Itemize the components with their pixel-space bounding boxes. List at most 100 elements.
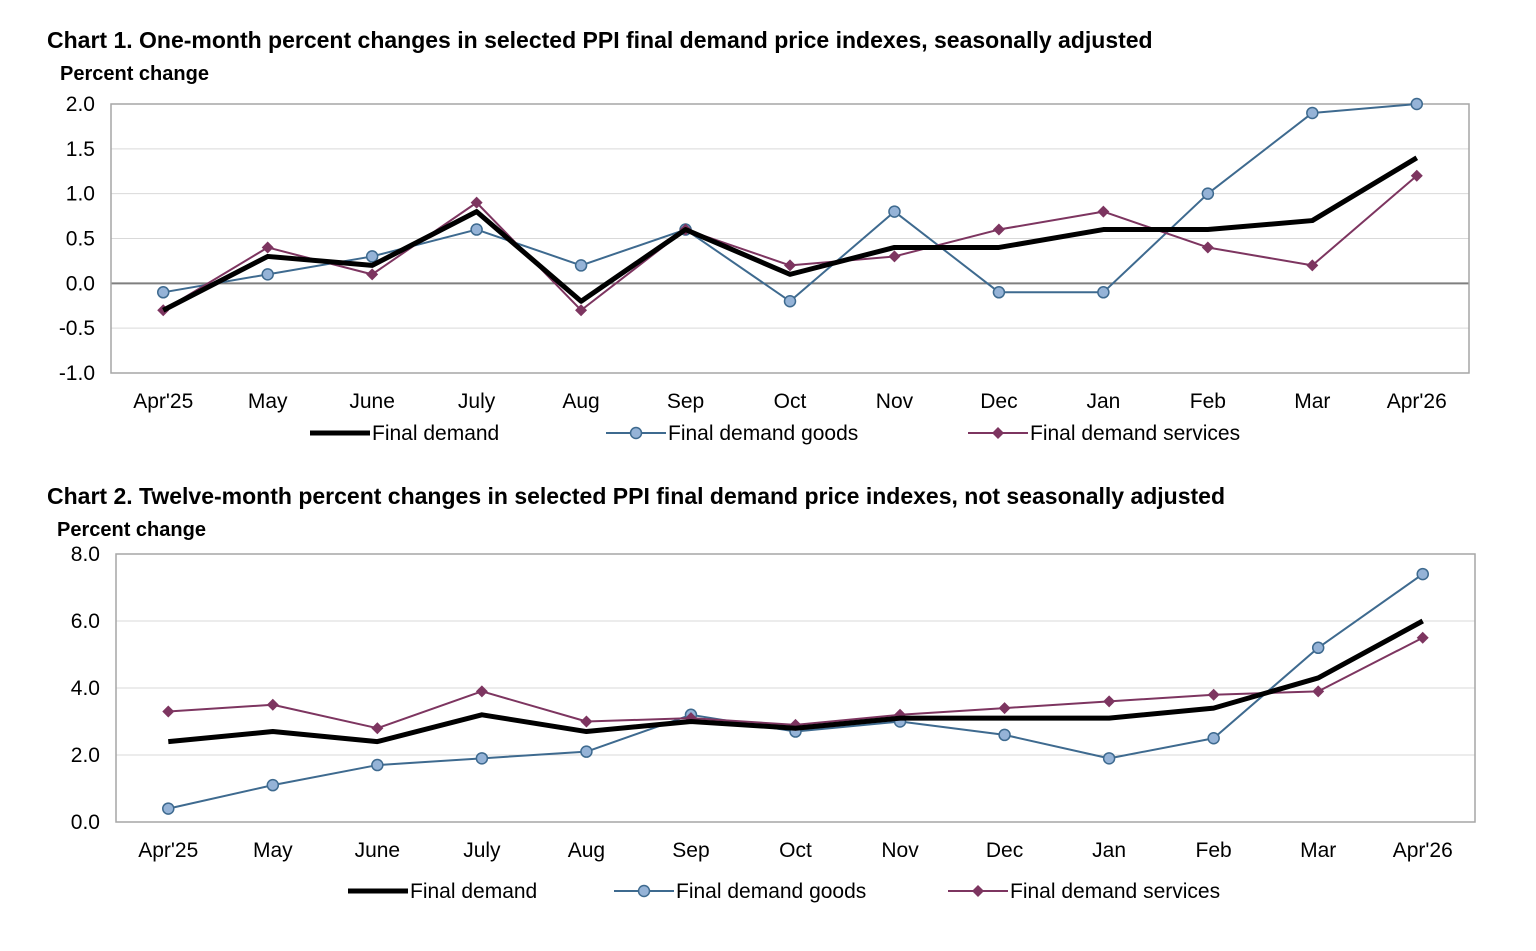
chart-1-series-final-demand-line (162, 155, 1419, 313)
chart-2-final-demand-goods-point (266, 778, 280, 792)
chart-2-xtick-label: Nov (881, 839, 919, 862)
chart-1-final-demand-goods-point (992, 286, 1006, 299)
chart-2-series-final-demand-line (168, 618, 1424, 745)
chart-1: Chart 1. One-month percent changes in se… (0, 0, 1536, 460)
chart-2-final-demand-services-point (475, 685, 488, 698)
chart-2-final-demand-services-point (684, 712, 697, 725)
chart-2-final-demand-goods-point (1102, 752, 1116, 765)
chart-2-final-demand-goods-point (1416, 567, 1429, 581)
chart-1-legend-final-demand-goods-marker (629, 426, 643, 440)
chart-2-final-demand-services-point (998, 702, 1011, 715)
chart-2-final-demand-services-point (1416, 631, 1429, 644)
chart-2-xtick-label: Feb (1196, 839, 1232, 862)
chart-2-legend-final-demand-goods-marker (637, 884, 651, 898)
chart-1-final-demand-goods-point (888, 205, 901, 218)
chart-2-xtick-label: Apr'26 (1393, 839, 1453, 862)
chart-1-series-final-demand-services-line (162, 174, 1418, 312)
chart-2-xtick-label: Dec (986, 839, 1023, 862)
chart-1-final-demand-services-point (366, 268, 379, 281)
chart-1-ytick-label: 2.0 (66, 93, 95, 116)
chart-1-xtick-label: July (458, 390, 496, 413)
chart-1-plot-frame (110, 103, 1470, 374)
chart-1-final-demand-goods-point (783, 295, 797, 308)
chart-1-xtick-label: Sep (667, 390, 704, 413)
chart-2-xtick-label: Sep (672, 839, 709, 862)
chart-1-xtick-label: Jan (1086, 390, 1120, 413)
chart-1-xtick-label: Feb (1190, 390, 1226, 413)
chart-1-final-demand-services-point (784, 259, 796, 272)
chart-2-final-demand-services-point (162, 705, 175, 718)
chart-1-final-demand-services-point (1097, 205, 1110, 218)
chart-2-final-demand-services-point (1207, 688, 1220, 701)
chart-2-ytick-label: 4.0 (71, 677, 100, 700)
chart-2-ytick-label: 2.0 (71, 744, 100, 767)
chart-2-series-final-demand-goods-line (168, 573, 1424, 810)
chart-2-plot-frame (115, 553, 1476, 823)
chart-2-final-demand-services-point (1103, 695, 1116, 708)
chart-2-xtick-label: Jan (1092, 839, 1126, 862)
chart-2-final-demand-goods-point (475, 752, 489, 765)
chart-1-legend-final-demand-goods-label: Final demand goods (668, 422, 858, 445)
chart-1-xtick-label: May (248, 390, 288, 413)
chart-2-final-demand-services-point (266, 698, 279, 711)
chart-1-final-demand-services-point (1306, 259, 1319, 272)
chart-2-legend-final-demand-services-marker (972, 885, 984, 897)
chart-1-final-demand-services-point (470, 196, 483, 209)
chart-2-final-demand-goods-point (580, 745, 593, 758)
chart-1-final-demand-goods-point (470, 223, 483, 236)
chart-2-xtick-label: Mar (1300, 839, 1336, 862)
chart-2-final-demand-goods-point (1311, 641, 1325, 655)
chart-2-xtick-label: Aug (568, 839, 605, 862)
chart-2-final-demand-goods-point (1207, 732, 1220, 745)
chart-2: Chart 2. Twelve-month percent changes in… (0, 460, 1536, 951)
chart-1-final-demand-services-point (1201, 241, 1214, 254)
chart-2-final-demand-goods-point (162, 802, 175, 815)
chart-2-legend-final-demand-goods-label: Final demand goods (676, 880, 866, 903)
chart-2-series-final-demand-services-line (168, 636, 1424, 730)
chart-1-legend-final-demand-label: Final demand (372, 422, 499, 445)
chart-2-xtick-label: May (253, 839, 293, 862)
chart-1-xtick-label: June (349, 390, 395, 413)
chart-1-final-demand-goods-point (1201, 187, 1215, 200)
chart-2-ytick-label: 6.0 (71, 610, 100, 633)
chart-2-xtick-label: Apr'25 (138, 839, 198, 862)
chart-2-xtick-label: July (463, 839, 501, 862)
chart-1-xtick-label: Oct (774, 390, 807, 413)
chart-1-xtick-label: Nov (876, 390, 914, 413)
chart-2-final-demand-goods-point (998, 728, 1011, 742)
chart-1-ytick-label: 0.5 (66, 228, 95, 251)
chart-1-ytick-label: -1.0 (59, 362, 95, 385)
chart-1-xtick-label: Aug (562, 390, 599, 413)
chart-1-xtick-label: Mar (1294, 390, 1330, 413)
chart-1-final-demand-goods-point (574, 259, 588, 272)
chart-1-final-demand-goods-point (156, 286, 170, 299)
chart-2-final-demand-services-point (1312, 685, 1325, 698)
chart-1-ytick-label: 1.5 (66, 138, 95, 161)
chart-2-legend-final-demand-label: Final demand (410, 880, 537, 903)
chart-1-ylabel: Percent change (60, 63, 209, 85)
chart-1-final-demand-goods-point (365, 250, 379, 263)
chart-1-final-demand-goods-point (1097, 286, 1110, 299)
chart-1-title: Chart 1. One-month percent changes in se… (47, 27, 1153, 53)
chart-1-final-demand-services-point (575, 304, 588, 317)
chart-1-legend-final-demand-services-marker (992, 427, 1004, 439)
chart-2-final-demand-goods-point (371, 758, 384, 772)
chart-2-ytick-label: 8.0 (71, 543, 100, 566)
chart-2-title: Chart 2. Twelve-month percent changes in… (47, 483, 1226, 509)
chart-1-final-demand-services-point (888, 250, 901, 263)
chart-2-final-demand-services-point (371, 722, 384, 735)
chart-2-ytick-label: 0.0 (71, 811, 100, 834)
chart-1-plot: -1.0 -0.5 0.0 0.5 1.0 1.5 2.0 Apr'25 May June July… (59, 93, 1470, 445)
chart-1-final-demand-goods-point (1410, 97, 1424, 111)
chart-2-legend-final-demand-services-label: Final demand services (1010, 880, 1220, 903)
chart-1-legend-final-demand-services-label: Final demand services (1030, 422, 1240, 445)
chart-1-ytick-label: -0.5 (59, 317, 95, 340)
chart-1-ytick-label: 0.0 (66, 272, 95, 295)
chart-1-xtick-label: Dec (980, 390, 1017, 413)
chart-1-xtick-label: Apr'25 (133, 390, 193, 413)
chart-1-xtick-label: Apr'26 (1387, 390, 1447, 413)
chart-1-final-demand-goods-point (261, 268, 274, 281)
chart-1-final-demand-services-point (1410, 169, 1423, 182)
chart-2-plot: 0.0 2.0 4.0 6.0 8.0 Apr'25 May June July Aug Sep Oc… (71, 543, 1476, 903)
chart-2-final-demand-services-point (580, 715, 593, 728)
